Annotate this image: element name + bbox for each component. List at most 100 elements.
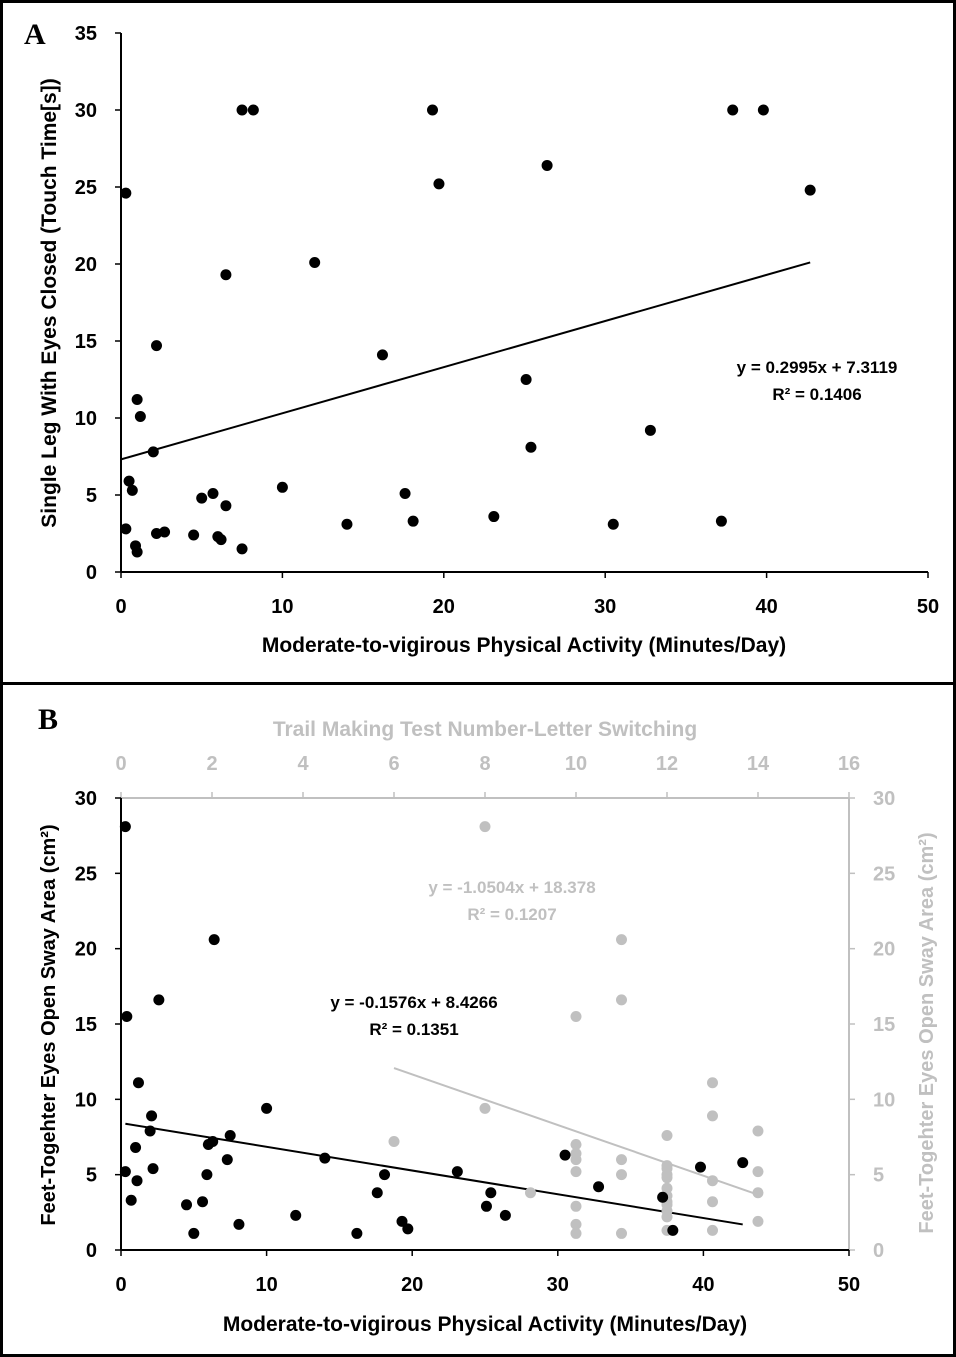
panel-b-gray-data-point <box>570 1200 582 1212</box>
panel-b-black-trendline <box>125 1122 743 1226</box>
panel-b-x-tick-label: 30 <box>547 1274 569 1296</box>
panel-a-data-point <box>525 441 537 453</box>
panel-b-black-data-point <box>221 1154 233 1166</box>
panel-a-y-axis-title: Single Leg With Eyes Closed (Touch Time[… <box>38 78 61 527</box>
panel-b-top-tick-label: 0 <box>115 753 126 775</box>
panel-a-data-point <box>399 487 411 499</box>
panel-a-data-point <box>151 340 163 352</box>
panel-a-data-point <box>196 492 208 504</box>
panel-b-black-data-point <box>319 1152 331 1164</box>
panel-b-gray-trend-equation: y = -1.0504x + 18.378 <box>428 878 595 897</box>
panel-b-gray-data-point <box>661 1211 673 1223</box>
panel-a-data-point <box>488 511 500 523</box>
panel-b <box>0 682 956 1357</box>
panel-a-data-point <box>309 256 321 268</box>
panel-b-black-data-point <box>130 1142 142 1154</box>
panel-b-right-tick-label: 0 <box>873 1240 884 1262</box>
panel-b-black-data-point <box>208 934 220 946</box>
panel-b-gray-data-point <box>570 1010 582 1022</box>
panel-b-gray-data-point <box>570 1139 582 1151</box>
panel-b-gray-trendline <box>393 1067 759 1196</box>
panel-a-data-point <box>644 424 656 436</box>
panel-b-y-tick-label: 30 <box>75 788 97 810</box>
panel-a-trend-r2: R² = 0.1406 <box>772 385 861 404</box>
panel-b-x-tick-label: 0 <box>115 1274 126 1296</box>
panel-b-black-data-point <box>132 1077 144 1089</box>
panel-a-y-tick-label: 0 <box>86 562 97 584</box>
panel-b-top-tick-label: 14 <box>747 753 770 775</box>
panel-a-x-tick-label: 30 <box>594 596 616 618</box>
panel-b-black-data-point <box>402 1223 414 1235</box>
panel-b-gray-data-point <box>570 1218 582 1230</box>
panel-b-black-data-point <box>153 994 165 1006</box>
panel-a-data-point <box>120 187 132 199</box>
panel-b-gray-data-point <box>661 1129 673 1141</box>
panel-b-black-data-point <box>146 1110 158 1122</box>
panel-b-top-tick-label: 2 <box>206 753 217 775</box>
panel-a-x-axis-title: Moderate-to-vigirous Physical Activity (… <box>262 634 786 657</box>
panel-b-gray-data-point <box>661 1182 673 1194</box>
panel-a-data-point <box>188 529 200 541</box>
panel-a-x-tick-label: 10 <box>271 596 293 618</box>
panel-a-data-point <box>236 543 248 555</box>
panel-b-black-data-point <box>485 1187 497 1199</box>
panel-b-gray-data-point <box>525 1187 536 1199</box>
panel-b-gray-data-point <box>752 1125 764 1137</box>
panel-b-gray-data-point <box>616 934 627 946</box>
panel-b-black-data-point <box>657 1191 669 1203</box>
panel-b-y-tick-label: 20 <box>75 939 97 961</box>
panel-a-data-point <box>407 515 419 527</box>
panel-a-data-point <box>131 546 143 558</box>
panel-a-data-point <box>427 104 439 116</box>
panel-a-data-point <box>220 500 232 512</box>
panel-b-black-data-point <box>396 1215 408 1227</box>
panel-b-gray-data-point <box>479 821 491 833</box>
panel-b-black-data-point <box>559 1149 571 1161</box>
panel-a-y-tick-label: 25 <box>75 177 97 199</box>
panel-b-y-tick-label: 25 <box>75 863 97 885</box>
panel-b-x-axis-title: Moderate-to-vigirous Physical Activity (… <box>223 1313 747 1336</box>
panel-b-top-axis-title: Trail Making Test Number-Letter Switchin… <box>273 718 697 741</box>
panel-a-data-point <box>159 526 171 538</box>
panel-b-y-tick-label: 0 <box>86 1240 97 1262</box>
panel-a-data-point <box>147 446 159 458</box>
panel-b-right-tick-label: 20 <box>873 939 895 961</box>
panel-b-right-tick-label: 30 <box>873 788 895 810</box>
panel-b-gray-data-point <box>752 1166 764 1178</box>
panel-b-top-tick-label: 4 <box>297 753 309 775</box>
panel-b-black-data-point <box>125 1194 137 1206</box>
panel-a-data-point <box>220 269 232 281</box>
panel-a-data-point <box>134 410 146 422</box>
panel-b-black-data-point <box>207 1136 219 1148</box>
panel-a-data-point <box>607 518 619 530</box>
panel-b-black-trend-r2: R² = 0.1351 <box>369 1020 458 1039</box>
panel-b-black-data-point <box>201 1169 213 1181</box>
panel-a-data-point <box>376 349 388 361</box>
panel-a-data-point <box>757 104 769 116</box>
panel-b-black-data-point <box>694 1161 706 1173</box>
panel-b-black-data-point <box>188 1227 200 1239</box>
panel-a-data-point <box>247 104 259 116</box>
panel-b-gray-data-point <box>707 1077 718 1089</box>
panel-b-x-tick-label: 10 <box>255 1274 277 1296</box>
panel-a-y-tick-label: 15 <box>75 331 97 353</box>
panel-b-gray-data-point <box>570 1166 582 1178</box>
panel-b-gray-data-point <box>661 1172 673 1184</box>
panel-b-x-tick-label: 40 <box>692 1274 714 1296</box>
panel-b-top-tick-label: 16 <box>838 753 860 775</box>
panel-b-x-tick-label: 20 <box>401 1274 423 1296</box>
panel-b-right-axis-title: Feet-Togehter Eyes Open Sway Area (cm²) <box>916 832 938 1233</box>
panel-a-x-tick-label: 20 <box>433 596 455 618</box>
panel-b-black-data-point <box>181 1199 193 1211</box>
panel-b-gray-data-point <box>570 1227 582 1239</box>
panel-a-data-point <box>541 159 553 171</box>
panel-b-top-tick-label: 8 <box>479 753 490 775</box>
panel-b-black-data-point <box>480 1200 492 1212</box>
panel-b-black-data-point <box>667 1224 679 1236</box>
panel-a-data-point <box>727 104 739 116</box>
panel-b-gray-data-point <box>707 1175 718 1187</box>
panel-a-trend-equation: y = 0.2995x + 7.3119 <box>737 358 898 377</box>
panel-b-right-tick-label: 10 <box>873 1089 895 1111</box>
panel-b-black-data-point <box>119 1166 131 1178</box>
